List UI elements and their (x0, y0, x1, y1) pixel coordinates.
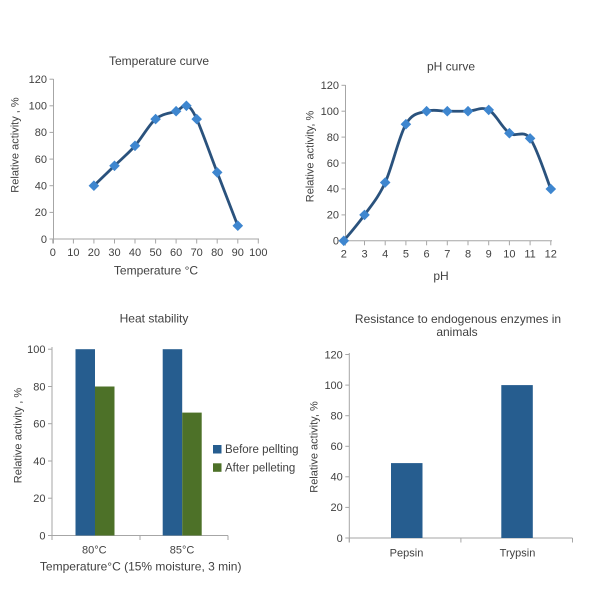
svg-text:40: 40 (35, 181, 47, 193)
svg-text:pH: pH (433, 269, 448, 283)
svg-text:80: 80 (327, 132, 339, 144)
svg-text:0: 0 (39, 530, 45, 542)
svg-text:11: 11 (524, 249, 535, 261)
svg-text:20: 20 (88, 247, 100, 259)
svg-text:100: 100 (249, 247, 267, 259)
svg-text:60: 60 (331, 441, 343, 453)
svg-text:Relative activity, %: Relative activity, % (305, 111, 317, 203)
svg-text:70: 70 (191, 247, 203, 259)
svg-text:Relative activity, %: Relative activity, % (309, 401, 321, 493)
svg-text:40: 40 (331, 472, 343, 484)
svg-text:9: 9 (486, 249, 492, 261)
svg-text:60: 60 (35, 154, 47, 166)
svg-text:20: 20 (33, 493, 45, 505)
svg-text:100: 100 (29, 101, 47, 113)
svg-text:30: 30 (108, 247, 120, 259)
svg-text:Temperature °C: Temperature °C (114, 264, 198, 278)
svg-text:8: 8 (465, 249, 471, 261)
svg-text:60: 60 (327, 158, 339, 170)
svg-text:10: 10 (503, 249, 515, 261)
svg-text:20: 20 (35, 207, 47, 219)
svg-text:Before pellting: Before pellting (225, 444, 299, 456)
svg-text:Temperature curve: Temperature curve (109, 54, 209, 68)
svg-text:120: 120 (321, 80, 339, 92)
svg-text:20: 20 (331, 502, 343, 514)
svg-text:0: 0 (41, 234, 47, 246)
svg-text:100: 100 (321, 106, 339, 118)
svg-text:80: 80 (35, 127, 47, 139)
svg-text:40: 40 (129, 247, 141, 259)
svg-text:50: 50 (149, 247, 161, 259)
svg-text:60: 60 (170, 247, 182, 259)
svg-text:20: 20 (327, 210, 339, 222)
svg-text:80°C: 80°C (82, 544, 107, 556)
svg-text:5: 5 (403, 249, 409, 261)
svg-text:2: 2 (341, 249, 347, 261)
svg-text:80: 80 (33, 381, 45, 393)
svg-text:120: 120 (324, 349, 342, 361)
svg-text:Relative activity , %: Relative activity , % (13, 388, 25, 484)
svg-text:90: 90 (232, 247, 244, 259)
svg-text:Heat stability: Heat stability (120, 312, 189, 326)
svg-text:Relative activity , %: Relative activity , % (10, 97, 22, 193)
svg-text:40: 40 (33, 456, 45, 468)
svg-text:100: 100 (324, 380, 342, 392)
svg-text:60: 60 (33, 419, 45, 431)
svg-text:3: 3 (361, 249, 367, 261)
svg-text:80: 80 (331, 411, 343, 423)
svg-text:7: 7 (444, 249, 450, 261)
svg-text:100: 100 (27, 344, 45, 356)
svg-text:40: 40 (327, 184, 339, 196)
svg-text:120: 120 (29, 74, 47, 86)
svg-text:85°C: 85°C (170, 544, 195, 556)
svg-text:After pelleting: After pelleting (225, 462, 295, 474)
svg-text:12: 12 (545, 249, 557, 261)
svg-text:Pepsin: Pepsin (390, 547, 424, 559)
svg-text:pH curve: pH curve (427, 60, 475, 74)
svg-text:4: 4 (382, 249, 388, 261)
svg-text:6: 6 (424, 249, 430, 261)
svg-text:0: 0 (337, 533, 343, 545)
svg-text:0: 0 (333, 236, 339, 248)
svg-text:Resistance to endogenous enzym: Resistance to endogenous enzymes in (355, 312, 561, 326)
svg-text:Trypsin: Trypsin (500, 547, 536, 559)
svg-text:10: 10 (67, 247, 79, 259)
svg-text:0: 0 (50, 247, 56, 259)
svg-text:animals: animals (436, 325, 477, 339)
svg-text:80: 80 (211, 247, 223, 259)
svg-text:Temperature°C (15% moisture, 3: Temperature°C (15% moisture, 3 min) (40, 559, 242, 573)
